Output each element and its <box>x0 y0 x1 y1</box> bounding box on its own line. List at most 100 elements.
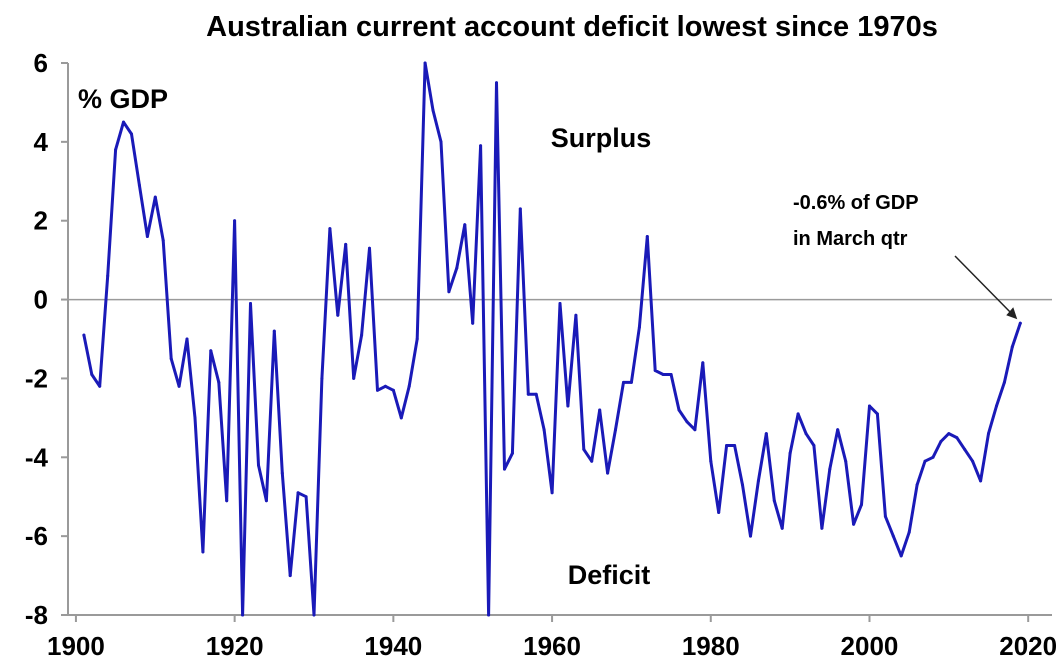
data-point <box>971 459 975 463</box>
data-point <box>883 514 887 518</box>
data-point <box>645 235 649 238</box>
y-tick-label: -4 <box>25 442 49 472</box>
data-point <box>868 404 871 408</box>
annotation-arrow-shaft <box>954 255 1015 317</box>
data-point <box>130 132 133 136</box>
data-point <box>82 333 86 337</box>
y-tick-label: -8 <box>25 600 48 630</box>
y-tick-label: 2 <box>34 206 48 236</box>
surplus-label: Surplus <box>551 123 652 153</box>
data-point <box>122 120 125 124</box>
x-tick-label: 2020 <box>999 631 1057 661</box>
chart-title: Australian current account deficit lowes… <box>206 11 938 43</box>
data-point <box>756 479 760 483</box>
data-point <box>249 302 252 305</box>
data-point <box>669 373 673 376</box>
data-point <box>431 108 435 112</box>
data-point <box>383 384 387 388</box>
data-point <box>836 428 840 432</box>
data-point <box>391 388 395 392</box>
data-point <box>90 373 94 376</box>
data-point <box>352 376 356 380</box>
data-point <box>447 290 451 294</box>
x-axis-ticks: 1900 1920 1940 1960 1980 2000 2020 <box>47 615 1057 661</box>
latest-value-annotation-line1: -0.6% of GDP <box>793 192 919 214</box>
data-point <box>875 412 879 416</box>
data-point <box>296 491 300 495</box>
data-point <box>828 467 832 471</box>
data-point <box>963 447 967 451</box>
data-point <box>257 463 260 467</box>
data-point <box>145 235 149 238</box>
data-point <box>344 242 348 246</box>
data-point <box>733 444 737 447</box>
data-point <box>796 412 800 416</box>
data-point <box>272 329 276 333</box>
data-point <box>98 384 102 388</box>
data-point <box>693 428 697 432</box>
data-point <box>169 357 173 361</box>
data-point <box>439 140 443 144</box>
data-point <box>677 408 681 412</box>
data-point <box>161 238 165 242</box>
data-point <box>725 444 729 447</box>
y-tick-label: -6 <box>25 521 48 551</box>
data-point <box>463 223 467 227</box>
latest-value-annotation-line2: in March qtr <box>793 228 908 250</box>
annotation-arrow <box>954 255 1018 320</box>
data-point <box>177 384 181 388</box>
data-point <box>764 432 768 436</box>
data-point <box>399 416 403 420</box>
data-point <box>558 302 562 305</box>
data-point <box>852 522 856 526</box>
data-point <box>717 511 721 514</box>
data-point <box>582 447 586 451</box>
data-point <box>471 321 475 325</box>
data-point <box>804 432 808 436</box>
data-point <box>542 428 546 432</box>
data-point <box>907 530 911 534</box>
data-point <box>1018 321 1022 325</box>
data-point <box>201 550 205 554</box>
data-point <box>510 451 514 455</box>
data-point <box>407 384 411 388</box>
data-point <box>185 337 189 341</box>
data-point <box>741 483 744 487</box>
data-point <box>217 380 221 384</box>
data-point <box>939 440 943 443</box>
data-point <box>518 207 522 211</box>
data-point <box>487 613 491 617</box>
data-point <box>788 451 792 455</box>
x-tick-label: 1900 <box>47 631 105 661</box>
data-point <box>503 467 506 471</box>
data-point <box>614 428 617 432</box>
data-point <box>899 554 903 558</box>
y-axis-title: % GDP <box>78 84 168 114</box>
data-point <box>304 495 308 499</box>
data-point <box>923 459 927 463</box>
data-point <box>701 361 705 365</box>
data-point <box>479 144 483 148</box>
data-point <box>915 483 919 487</box>
data-point <box>526 392 530 396</box>
data-point <box>844 459 848 463</box>
data-point <box>328 227 332 231</box>
data-point <box>931 455 935 459</box>
data-point <box>225 499 229 503</box>
y-tick-label: 4 <box>34 127 49 157</box>
data-point <box>820 526 824 530</box>
data-point <box>368 246 371 250</box>
data-point <box>415 337 419 341</box>
annotation-arrow-head <box>1006 307 1018 320</box>
deficit-label: Deficit <box>568 560 651 590</box>
data-point <box>598 408 602 412</box>
data-point <box>241 613 245 617</box>
data-point <box>637 325 641 329</box>
data-point <box>860 503 863 507</box>
x-tick-label: 2000 <box>841 631 899 661</box>
data-point <box>376 388 379 392</box>
data-point <box>233 219 237 223</box>
x-tick-label: 1960 <box>523 631 581 661</box>
data-point <box>193 416 197 420</box>
